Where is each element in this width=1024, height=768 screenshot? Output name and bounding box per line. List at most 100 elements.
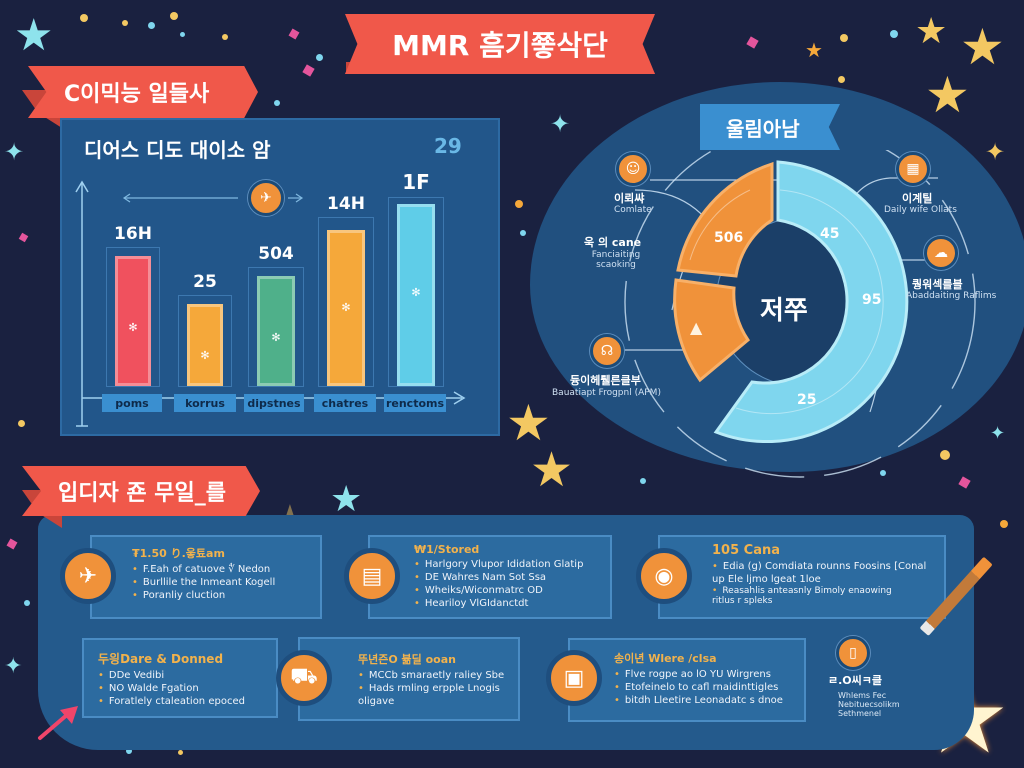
aircraft-icon: ✈ [60,548,116,604]
callout-icon-1: ☺ [616,152,650,186]
bar-glyph-icon: ✻ [341,300,351,314]
section-ribbon-2: 울림아남 [700,104,840,150]
bar-poms: 16H ✻ [106,224,160,387]
callout-subtitle: Comlate [614,205,652,215]
sparkle-icon: ✦ [990,423,1006,444]
arrow-icon [38,706,78,740]
callout-icon-3: ☁ [924,236,958,270]
star-icon: ★ [925,66,970,124]
card-title: 두읭Dare & Donned [98,652,224,666]
card-title: 105 Cana [712,543,781,558]
feature-card-5: 뚜년즌O 뷺딜 ooan MCCb smaraetly raliey Sbe H… [298,637,520,721]
card-item: Burllile the Inmeant Kogell [132,576,275,589]
star-icon: ★ [960,18,1005,76]
slice-label: 25 [797,392,817,408]
storefront-icon: ▤ [344,548,400,604]
category-label: poms [102,394,162,412]
section-ribbon-2-label: 울림아남 [726,116,800,141]
feature-card-1: ₮1.50 り.읗툐am F.Eah of catuove ∜ Nedon Bu… [90,535,322,619]
bar-korrus: 25 ✻ [178,272,232,387]
bar-glyph-icon: ✻ [271,331,281,344]
card-item: Flve rogpe ao lO YU Wirgrens [614,668,783,681]
callout-subtitle: Daily wife Ollats [884,205,957,215]
bar-value: 504 [258,244,294,264]
card-title: 뚜년즌O 뷺딜 ooan [358,653,456,666]
section-ribbon-3-label: 입디자 죤 무일_를 [58,481,226,506]
callout-title: 이계틸 [902,192,933,205]
card-item: Reasahlis anteasnly Bimoly enaowing ritl… [712,586,912,606]
bar-value: 16H [114,224,152,244]
callout-subtitle: Bauatiapt Frogpnl (APM) [552,388,661,398]
callout-title: 이뢰쌰 [614,192,645,205]
bar-glyph-icon: ✻ [411,286,421,300]
callout-subtitle: Fanciaiting scaoking [591,250,641,270]
card-title: 송이년 Wlere /clsa [614,652,717,665]
coin-icon: ◉ [636,548,692,604]
callout-icon-4: ☊ [590,334,624,368]
card-item: Heariloy VlGIdanctdt [414,597,583,610]
category-label: renctoms [384,394,446,412]
section-ribbon-1: C이믹능 일들사 [28,66,258,118]
bar-value: 25 [193,272,217,292]
card-title: ₮1.50 り.읗툐am [132,547,225,560]
card-item: DDe Vedibi [98,669,245,682]
card-item: Whlems Fec [838,691,887,700]
card-item: Sethmenel [838,709,882,718]
callout-title: 욱 의 cane [584,236,642,249]
card-item: Hads rmling erpple Lnogis oligave [358,682,508,708]
bar-dipstnes: 504 ✻ [248,244,304,387]
callout-icon-2: ▦ [896,152,930,186]
bar-renctoms: 1F ✻ [388,170,444,387]
feature-card-7: ㄹ.O씨ㅋ클 Whlems Fec Nebituecsolikm Sethmen… [828,672,900,718]
star-icon: ★ [330,479,363,520]
bar-chart-title: 디어스 디도 대이소 암 [84,138,271,162]
bar-chart-panel: 디어스 디도 대이소 암 29 ✈ 16H ✻ 25 ✻ 504 ✻ 14H ✻… [60,118,500,436]
feature-card-6: 송이년 Wlere /clsa Flve rogpe ao lO YU Wirg… [568,638,806,722]
section-ribbon-1-label: C이믹능 일들사 [64,82,210,107]
card-item: Poranliy cluction [132,589,275,602]
card-item: DE Wahres Nam Sot Ssa [414,571,583,584]
chart-badge-icon: ✈ [248,180,284,216]
card-item: F.Eah of catuove ∜ Nedon [132,563,275,576]
slice-label: 45 [820,226,840,242]
sparkle-icon: ✦ [985,138,1006,166]
star-icon: ★ [506,394,551,452]
star-icon: ★ [14,10,54,61]
section-ribbon-3: 입디자 죤 무일_를 [22,466,260,516]
slice-icon: ▲ [690,318,703,337]
callout-title: 퀑워섹를블 [912,278,963,291]
document-icon: ▣ [546,650,602,706]
donut-center-label: 저쭈 [760,296,808,326]
vehicle-icon: ⛟ [276,650,332,706]
card-item: bitdh Lleetire Leonadatc s dnoe [614,694,783,707]
page-title-text: MMR 흠기쭇삭단 [392,29,608,62]
donut-chart [615,150,976,478]
bar-value: 1F [402,170,430,194]
star-icon: ★ [915,11,948,52]
page-title: MMR 흠기쭇삭단 [345,14,655,74]
feature-card-3: 105 Cana Edia (g) Comdiata rounns Foosin… [658,535,946,619]
category-label: chatres [314,394,376,412]
tablet-icon: ▯ [836,636,870,670]
card-item: Harlgory Vlupor Ididation Glatip [414,558,584,571]
bar-chatres: 14H ✻ [318,194,374,387]
card-item: MCCb smaraetly raliey Sbe [358,669,508,682]
slice-label: 95 [862,292,882,308]
sparkle-icon: ✦ [4,138,25,166]
card-item: Etofeinelo to cafl rnaidinttigles [614,681,783,694]
card-item: Edia (g) Comdiata rounns Foosins [Conal … [712,560,932,586]
callout-subtitle: Abaddaiting Raflims [906,291,997,301]
callout-title: 듕이헤뤨른클부 [570,374,641,387]
card-item: Foratlely ctaleation epoced [98,695,245,708]
bar-glyph-icon: ✻ [200,348,210,362]
bar-value: 14H [327,194,365,214]
slice-label: 506 [714,230,744,246]
feature-card-4: 두읭Dare & Donned DDe Vedibi NO Walde Fgat… [82,638,278,718]
card-item: Wheiks/Wiconmatrc OD [414,584,583,597]
card-title: ₩1/Stored [414,543,480,556]
sparkle-icon: ✦ [550,110,571,138]
sparkle-icon: ✦ [4,654,23,679]
star-icon: ★ [805,38,823,62]
feature-card-2: ₩1/Stored Harlgory Vlupor Ididation Glat… [368,535,612,619]
star-icon: ★ [530,442,574,498]
